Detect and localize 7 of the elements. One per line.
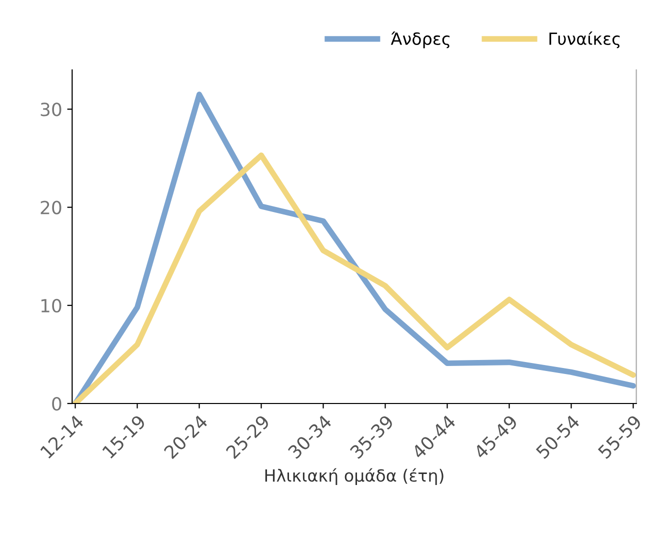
legend-label: Γυναίκες (549, 31, 620, 48)
y-tick-label: 20 (40, 200, 62, 214)
x-axis-title: Ηλικιακή ομάδα (έτη) (265, 468, 444, 486)
y-tick-label: 10 (41, 298, 62, 313)
y-tick-label: 30 (40, 102, 62, 116)
legend-label: Άνδρες (390, 31, 450, 48)
y-tick-label: 0 (52, 396, 62, 411)
